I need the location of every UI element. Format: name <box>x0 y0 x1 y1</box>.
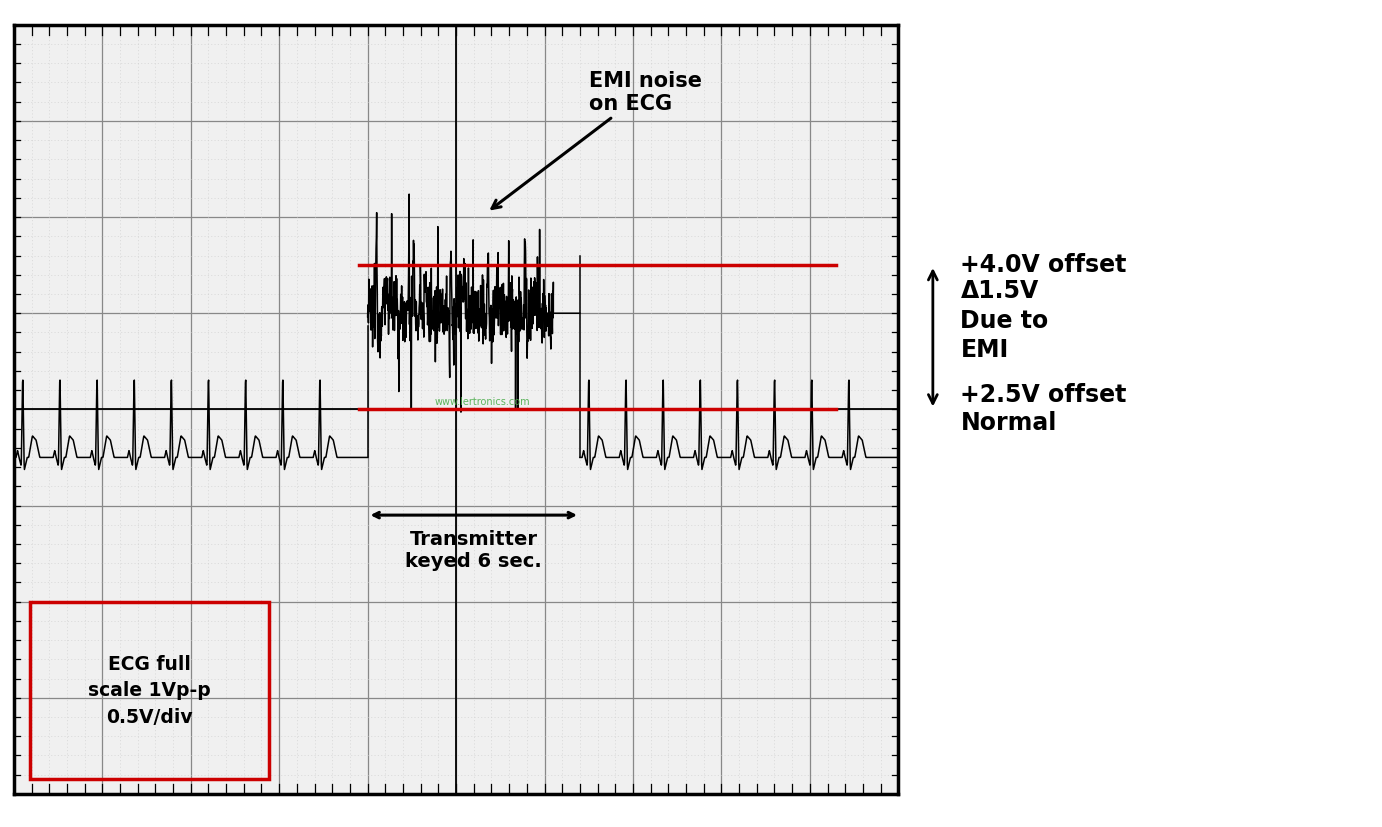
Text: EMI noise
on ECG: EMI noise on ECG <box>492 70 702 208</box>
Bar <box>30 602 268 780</box>
Text: +2.5V offset
Normal: +2.5V offset Normal <box>960 384 1126 435</box>
Text: +4.0V offset: +4.0V offset <box>960 253 1126 277</box>
Text: www.lertronics.com: www.lertronics.com <box>435 398 531 408</box>
Text: Transmitter
keyed 6 sec.: Transmitter keyed 6 sec. <box>405 529 542 571</box>
Text: Δ1.5V
Due to
EMI: Δ1.5V Due to EMI <box>960 279 1049 362</box>
Text: ECG full
scale 1Vp-p
0.5V/div: ECG full scale 1Vp-p 0.5V/div <box>88 655 210 727</box>
